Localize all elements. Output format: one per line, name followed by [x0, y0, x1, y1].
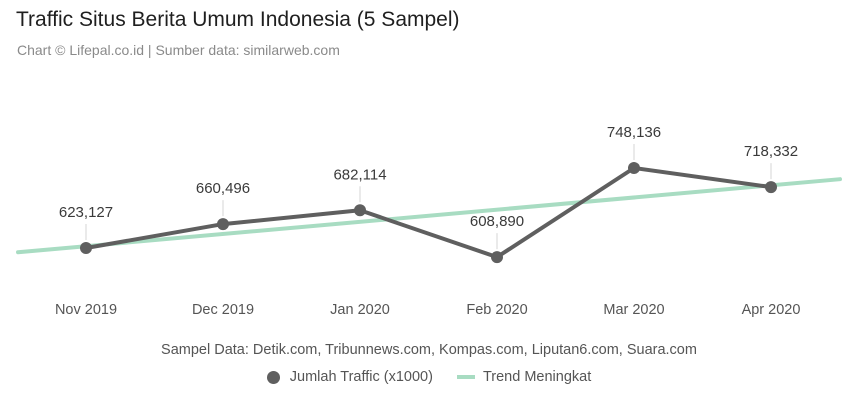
- x-tick-label: Nov 2019: [55, 302, 117, 318]
- x-tick-label: Apr 2020: [742, 302, 801, 318]
- leader-layer: [85, 144, 772, 250]
- trend-line: [16, 177, 842, 255]
- data-point: [80, 242, 92, 254]
- x-tick-label: Mar 2020: [603, 302, 664, 318]
- data-point: [354, 204, 366, 217]
- point-layer: [80, 162, 777, 264]
- line-chart: 623,127 660,496 682,114 608,890 748,136 718,3…: [16, 124, 842, 318]
- data-label: 748,136: [607, 124, 661, 141]
- sample-note: Sampel Data: Detik.com, Tribunnews.com, …: [161, 342, 697, 358]
- data-label: 623,127: [59, 204, 113, 221]
- x-tick-label: Jan 2020: [330, 302, 390, 318]
- legend-marker-dot-icon: [266, 370, 280, 384]
- x-tick-label: Feb 2020: [466, 302, 527, 318]
- data-label-layer: 623,127 660,496 682,114 608,890 748,136 718,3…: [59, 124, 798, 230]
- chart-subtitle: Chart © Lifepal.co.id | Sumber data: sim…: [17, 42, 340, 58]
- legend-label-traffic: Jumlah Traffic (x1000): [289, 369, 433, 385]
- data-label: 608,890: [470, 213, 524, 230]
- series-line-traffic: [84, 166, 773, 260]
- chart-title: Traffic Situs Berita Umum Indonesia (5 S…: [16, 8, 460, 31]
- legend: Jumlah Traffic (x1000) Trend Meningkat: [0, 369, 858, 385]
- x-axis-ticks: Nov 2019 Dec 2019 Jan 2020 Feb 2020 Mar 2020…: [55, 302, 800, 318]
- data-label: 718,332: [744, 143, 798, 160]
- legend-label-trend: Trend Meningkat: [482, 369, 592, 385]
- trend-layer: [16, 177, 842, 255]
- legend-item-trend: Trend Meningkat: [456, 369, 592, 385]
- data-label: 660,496: [196, 180, 250, 197]
- data-point: [765, 181, 777, 194]
- data-label: 682,114: [333, 166, 386, 183]
- data-point: [217, 218, 229, 231]
- x-tick-label: Dec 2019: [192, 302, 254, 318]
- legend-item-traffic: Jumlah Traffic (x1000): [266, 369, 433, 385]
- data-point: [491, 251, 503, 264]
- series-line-layer: [84, 166, 773, 260]
- legend-marker-line-icon: [456, 375, 475, 379]
- data-point: [628, 162, 640, 174]
